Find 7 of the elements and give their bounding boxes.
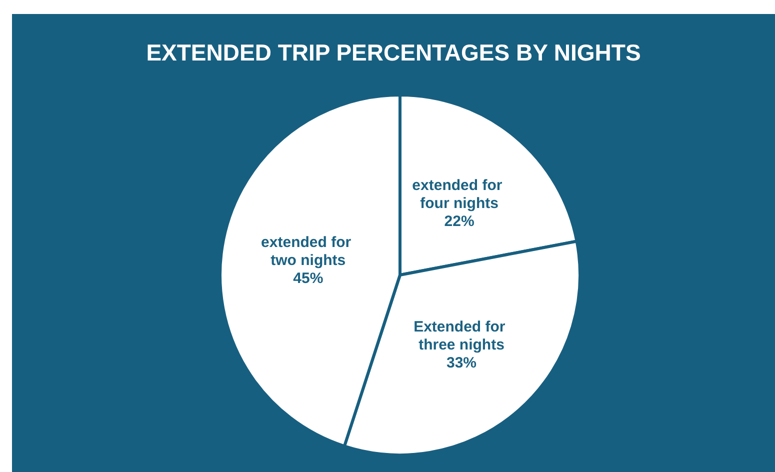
slice-label: extended for four nights (412, 176, 506, 212)
slice-label: extended for two nights (261, 234, 356, 269)
data-label: 45% (293, 270, 324, 287)
slice-label: Extended for three nights (414, 318, 510, 354)
data-label: 33% (446, 354, 477, 372)
chart-title: EXTENDED TRIP PERCENTAGES BY NIGHTS (146, 40, 641, 66)
data-label: 22% (444, 212, 474, 230)
